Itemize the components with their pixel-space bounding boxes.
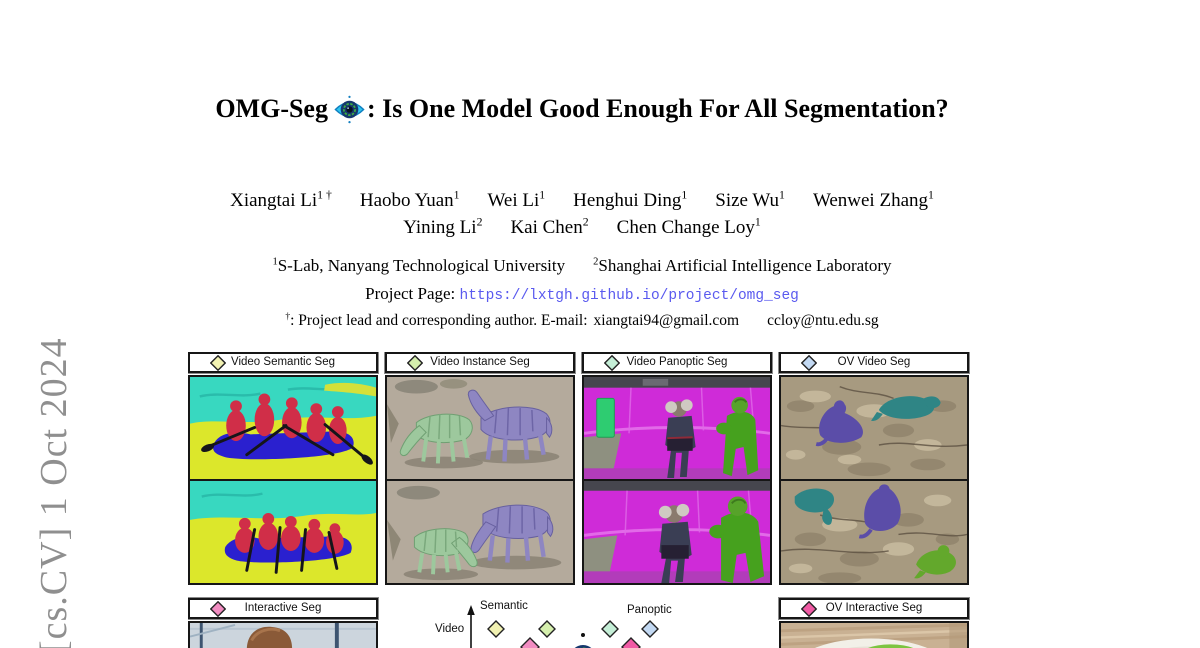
interactive-diamond-icon (520, 637, 540, 648)
green-zebra (399, 413, 473, 456)
authors-line-1: Xiangtai Li1 † Haobo Yuan1 Wei Li1 Henghui … (0, 189, 1164, 212)
arxiv-vertical-banner: [cs.CV] 1 Oct 2024 (33, 337, 75, 648)
people-regions (235, 513, 344, 554)
green-zebra-stripes (427, 413, 462, 440)
panel-label-ov-video: OV Video Seg (779, 352, 969, 373)
panel-video-instance-seg: Video Instance Seg (385, 352, 575, 585)
affiliation: 1S-Lab, Nanyang Technological University (272, 256, 566, 275)
sea-lions-frame-1 (781, 377, 967, 481)
person-image (190, 623, 376, 648)
purple-zebra-stripes (493, 408, 534, 436)
interactive-seg-frame (188, 621, 378, 648)
green-sea-lion (914, 545, 956, 579)
author: Wenwei Zhang1 (812, 189, 934, 212)
teal-sea-lion (794, 488, 835, 525)
video-axis-arrow (467, 605, 475, 648)
purple-zebra-legs (487, 531, 546, 563)
author: Kai Chen2 (510, 216, 589, 239)
page-title: OMG-Seg : Is One Model Good Enough For A… (0, 94, 1164, 124)
green-zebra-legs (417, 549, 462, 575)
green-zebra (413, 528, 478, 568)
project-page-url[interactable]: https://lxtgh.github.io/project/omg_seg (459, 288, 799, 304)
green-zebra-legs (421, 435, 470, 464)
purple-zebra-legs (485, 431, 546, 462)
panel-label-video-semantic: Video Semantic Seg (188, 352, 378, 373)
omg-seg-eye-logo-icon (334, 95, 365, 124)
diamond-icon (604, 355, 620, 371)
panoptic-video-diamond-icon (601, 620, 619, 638)
panel-label-interactive: Interactive Seg (188, 598, 378, 619)
diamond-icon (407, 355, 423, 371)
panel-label-video-instance: Video Instance Seg (385, 352, 575, 373)
video-instance-frames (385, 375, 575, 585)
video-panoptic-frames (582, 375, 772, 585)
floor-region (584, 535, 618, 583)
plate-image (781, 623, 967, 648)
center-fighter (665, 399, 696, 479)
author: Yining Li2 (403, 216, 483, 239)
green-pad-region (596, 397, 615, 438)
diamond-icon (210, 601, 226, 617)
panel-ov-video-seg: OV Video Seg (779, 352, 969, 585)
project-page-line: Project Page: https://lxtgh.github.io/pr… (0, 284, 1164, 304)
teaser-figure: Video Semantic Seg (188, 352, 970, 648)
video-axis-label: Video (435, 623, 464, 635)
affiliation: 2Shanghai Artificial Intelligence Labora… (593, 256, 892, 275)
panel-label-ov-interactive: OV Interactive Seg (779, 598, 969, 619)
green-zebra-stripes (423, 529, 458, 553)
ov-interactive-seg-frame (779, 621, 969, 648)
author: Xiangtai Li1 † (230, 189, 332, 212)
title-prefix: OMG-Seg (215, 94, 328, 123)
purple-sea-lion (819, 400, 864, 443)
video-semantic-frames (188, 375, 378, 585)
zebras-segmentation-frame-2 (387, 481, 573, 583)
dagger-marker: † (285, 311, 291, 322)
author: Size Wu1 (715, 189, 785, 212)
diamond-icon (801, 355, 817, 371)
authors-line-2: Yining Li2 Kai Chen2 Chen Change Loy1 (0, 216, 1164, 239)
purple-zebra-stripes (495, 506, 536, 534)
project-page-label: Project Page: (365, 284, 456, 303)
task-axes-diagram: Semantic Panoptic Video (418, 596, 778, 648)
salad-green-region (868, 644, 914, 648)
center-fighter (658, 503, 692, 583)
author: Chen Change Loy1 (616, 216, 761, 239)
green-fighter (716, 396, 759, 477)
panel-label-video-panoptic: Video Panoptic Seg (582, 352, 772, 373)
omg-seg-center-logo-icon (574, 633, 592, 648)
boxing-segmentation-frame-1 (584, 377, 770, 481)
author: Wei Li1 (487, 189, 546, 212)
email-1: xiangtai94@gmail.com (593, 312, 740, 330)
footnote-line: †: Project lead and corresponding author… (0, 311, 1164, 330)
green-fighter (709, 496, 765, 583)
panel-video-semantic-seg: Video Semantic Seg (188, 352, 378, 585)
ov-video-diamond-icon (641, 620, 659, 638)
author: Henghui Ding1 (573, 189, 688, 212)
author: Haobo Yuan1 (359, 189, 460, 212)
purple-zebra (470, 504, 554, 553)
instance-video-diamond-icon (538, 620, 556, 638)
floor-region (584, 433, 622, 479)
diamond-icon (210, 355, 226, 371)
semantic-axis-label: Semantic (480, 600, 528, 612)
diamond-icon (801, 601, 817, 617)
rafting-segmentation-frame-1 (190, 377, 376, 481)
sea-lions-frame-2 (781, 481, 967, 583)
title-suffix: : Is One Model Good Enough For All Segme… (366, 94, 949, 123)
zebras-segmentation-frame-1 (387, 377, 573, 481)
footnote-text: : Project lead and corresponding author.… (290, 312, 588, 330)
teal-sea-lion (871, 396, 941, 421)
panoptic-axis-label: Panoptic (627, 604, 672, 616)
panel-video-panoptic-seg: Video Panoptic Seg (582, 352, 772, 585)
boxing-segmentation-frame-2 (584, 481, 770, 583)
semantic-video-diamond-icon (487, 620, 505, 638)
ov-interactive-diamond-icon (621, 637, 641, 648)
affiliations-line: 1S-Lab, Nanyang Technological University… (0, 256, 1164, 276)
purple-sea-lion (864, 484, 901, 532)
email-2: ccloy@ntu.edu.sg (767, 312, 879, 330)
rafting-segmentation-frame-2 (190, 481, 376, 583)
ov-video-frames (779, 375, 969, 585)
paddles (245, 526, 339, 574)
